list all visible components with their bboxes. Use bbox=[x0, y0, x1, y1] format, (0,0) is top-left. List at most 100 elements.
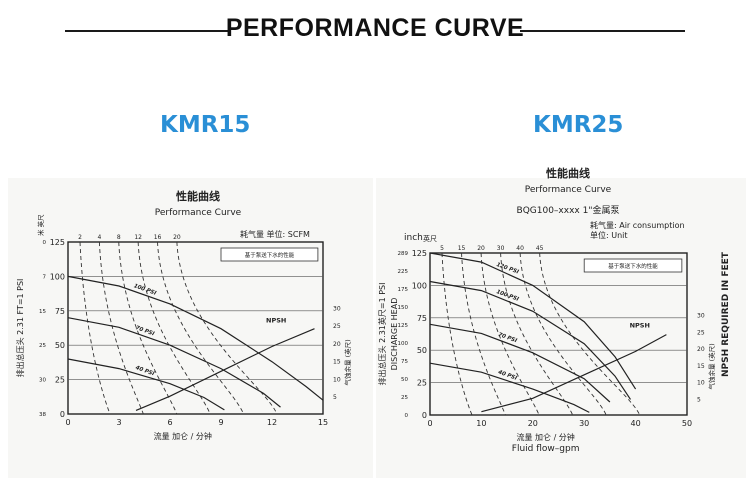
series-line-40-psi bbox=[429, 362, 590, 413]
y-tick-alt-label: 30 bbox=[39, 378, 46, 384]
y-right-tick-label: 15 bbox=[333, 359, 341, 366]
npsh-label: NPSH bbox=[266, 316, 286, 324]
chart-title: Performance Curve bbox=[525, 185, 612, 195]
x-tick-label: 12 bbox=[267, 418, 277, 427]
x-tick-label: 0 bbox=[427, 419, 432, 428]
air-curve-4 bbox=[137, 241, 211, 415]
y-right-tick-label: 30 bbox=[697, 313, 705, 320]
y-tick-alt-label: 50 bbox=[401, 377, 408, 383]
y-tick-alt-label: 289 bbox=[398, 251, 409, 257]
x-axis-label-cn: 流量 加仑 / 分钟 bbox=[516, 432, 574, 442]
unit-label: 单位: Unit bbox=[590, 230, 628, 240]
air-curve-2 bbox=[98, 241, 144, 415]
y-tick-label: 50 bbox=[55, 341, 65, 350]
y-unit-label: inch bbox=[404, 233, 423, 243]
y-tick-label: 125 bbox=[50, 238, 65, 247]
air-curve-1 bbox=[79, 241, 111, 415]
y-right-axis-label-cn: 气蚀余量 (英尺) bbox=[707, 343, 716, 389]
y-tick-label: 125 bbox=[412, 249, 427, 258]
y-tick-alt-label: 125 bbox=[398, 323, 409, 329]
series-label: 70 PSI bbox=[135, 325, 155, 337]
y-tick-alt-label: 0 bbox=[43, 240, 47, 246]
air-consumption-label: 耗气量 单位: SCFM bbox=[240, 229, 310, 239]
y-tick-alt-label: 25 bbox=[39, 343, 46, 349]
chart-title-cn: 性能曲线 bbox=[546, 166, 590, 180]
air-value-label: 45 bbox=[536, 245, 544, 252]
npsh-line bbox=[481, 334, 667, 413]
x-axis-label-cn: 流量 加仑 / 分钟 bbox=[154, 431, 212, 441]
air-value-label: 20 bbox=[477, 245, 485, 252]
x-tick-label: 30 bbox=[579, 419, 589, 428]
y-tick-label: 0 bbox=[60, 410, 65, 419]
plot-frame bbox=[67, 241, 324, 415]
series-line-100-psi bbox=[429, 280, 631, 400]
x-tick-label: 10 bbox=[476, 419, 486, 428]
series-line-120-psi bbox=[429, 252, 637, 390]
plot-frame bbox=[429, 252, 688, 416]
x-tick-label: 0 bbox=[65, 418, 70, 427]
y-tick-label: 75 bbox=[55, 307, 65, 316]
x-tick-label: 20 bbox=[528, 419, 538, 428]
x-tick-label: 9 bbox=[218, 418, 223, 427]
air-value-label: 2 bbox=[78, 234, 82, 241]
x-axis-label: Fluid flow–gpm bbox=[512, 444, 580, 454]
y-right-axis-label-cn: 气蚀余量 (英尺) bbox=[343, 339, 352, 385]
y-tick-alt-label: 7 bbox=[43, 274, 47, 280]
air-curve-2 bbox=[461, 252, 506, 416]
chart-scan-left bbox=[8, 178, 373, 478]
page-title: PERFORMANCE CURVE bbox=[225, 14, 525, 42]
npsh-line bbox=[135, 328, 315, 411]
x-tick-label: 50 bbox=[682, 419, 692, 428]
x-tick-label: 15 bbox=[318, 418, 328, 427]
model-label-right: KMR25 bbox=[533, 112, 624, 138]
y-axis-label: DISCHARGE HEAD bbox=[390, 298, 399, 371]
y-tick-alt-label: 100 bbox=[398, 341, 409, 347]
legend-box-label: 基于泵送下水的性能 bbox=[608, 262, 658, 270]
y-tick-label: 50 bbox=[417, 346, 427, 355]
chart-title-cn: 性能曲线 bbox=[176, 189, 220, 203]
y-right-axis-label: NPSH REQUIRED IN FEET bbox=[721, 251, 731, 377]
y-right-tick-label: 30 bbox=[333, 305, 341, 312]
y-right-tick-label: 5 bbox=[697, 396, 701, 403]
header-rule-left bbox=[65, 30, 230, 32]
y-tick-label: 25 bbox=[55, 376, 65, 385]
series-label: 40 PSI bbox=[497, 370, 517, 382]
air-curve-5 bbox=[519, 252, 607, 416]
y-tick-label: 100 bbox=[412, 281, 427, 290]
y-right-tick-label: 25 bbox=[333, 323, 341, 330]
y-right-tick-label: 10 bbox=[333, 376, 341, 383]
y-tick-alt-label: 175 bbox=[398, 287, 409, 293]
y-tick-alt-label: 0 bbox=[405, 413, 409, 419]
y-axis-label-cn: 排出总压头 2.31英尺=1 PSI bbox=[377, 283, 387, 386]
y-right-tick-label: 20 bbox=[697, 346, 705, 353]
header-rule-right bbox=[520, 30, 685, 32]
y-tick-alt-label: 25 bbox=[401, 395, 408, 401]
series-line-100-psi bbox=[67, 275, 324, 401]
y-tick-alt-label: 75 bbox=[401, 359, 408, 365]
series-label: 70 PSI bbox=[497, 332, 517, 344]
air-curve-3 bbox=[118, 241, 178, 415]
series-line-70-psi bbox=[429, 323, 611, 403]
y-right-tick-label: 10 bbox=[697, 380, 705, 387]
y-right-tick-label: 15 bbox=[697, 363, 705, 370]
legend-box-label: 基于泵送下水的性能 bbox=[245, 251, 295, 259]
air-value-label: 5 bbox=[440, 245, 444, 252]
npsh-label: NPSH bbox=[630, 321, 650, 329]
x-tick-label: 6 bbox=[167, 418, 172, 427]
y-right-tick-label: 20 bbox=[333, 341, 341, 348]
air-curve-6 bbox=[176, 241, 278, 415]
y-axis-label-cn: 排出总压头 2.31 FT=1 PSI bbox=[15, 279, 25, 378]
air-curve-6 bbox=[539, 252, 641, 416]
air-value-label: 30 bbox=[497, 245, 505, 252]
series-line-70-psi bbox=[67, 317, 281, 408]
air-value-label: 16 bbox=[154, 234, 162, 241]
y-unit-cn-label: 米 英尺 bbox=[36, 214, 45, 236]
x-tick-label: 40 bbox=[631, 419, 641, 428]
y-tick-label: 75 bbox=[417, 314, 427, 323]
legend-box bbox=[583, 258, 683, 273]
y-tick-label: 0 bbox=[422, 411, 427, 420]
chart-scan-right bbox=[376, 178, 746, 478]
air-value-label: 8 bbox=[117, 234, 121, 241]
air-curve-5 bbox=[157, 241, 244, 415]
